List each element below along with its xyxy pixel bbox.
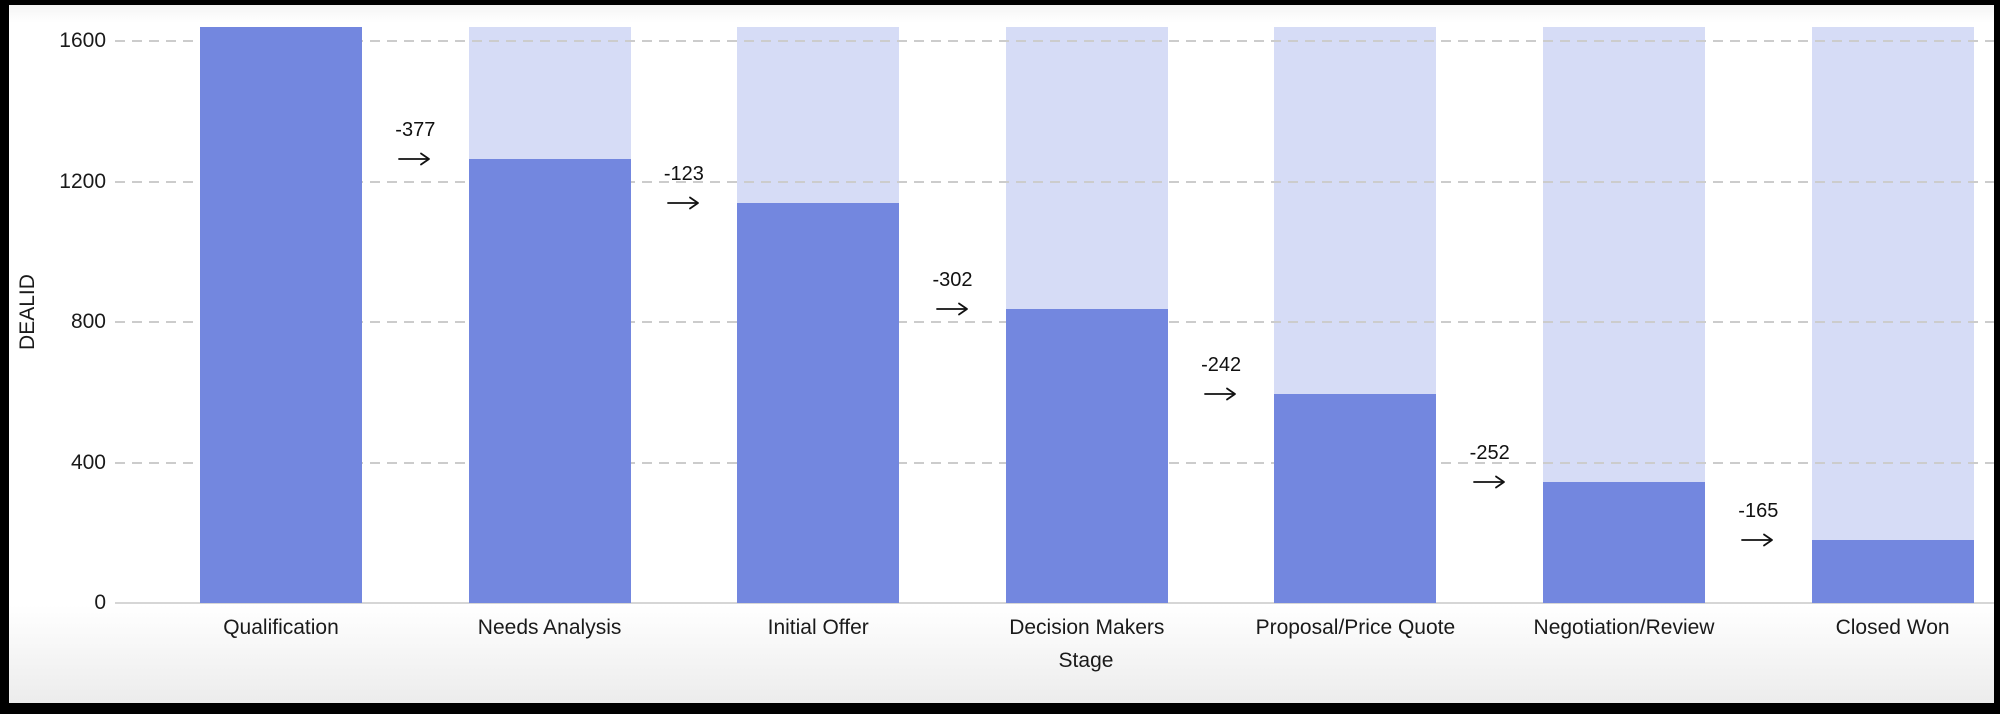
right-arrow-icon [935, 302, 968, 316]
y-tick-label-1200: 1200 [59, 169, 106, 193]
x-category-label: Initial Offer [767, 616, 869, 639]
y-tick-label-1600: 1600 [59, 29, 106, 52]
gridline-y-1600 [115, 40, 1994, 42]
right-arrow-icon [666, 196, 699, 209]
x-category-label: Decision Makers [1009, 616, 1165, 639]
x-axis-baseline [115, 602, 1994, 604]
right-arrow-icon [1472, 475, 1505, 489]
drop-annotation-label: -123 [663, 162, 704, 185]
x-category-label: Needs Analysis [477, 616, 622, 639]
x-category-label: Closed Won [1835, 616, 1950, 639]
stage-bar [737, 202, 900, 603]
x-category-label: Negotiation/Review [1533, 616, 1715, 639]
x-category-label: Qualification [223, 616, 339, 639]
plot-area: 0 400 800 1200 1600 Qualification Needs Analys… [9, 5, 1994, 703]
right-arrow-icon [1204, 387, 1236, 401]
stage-bar [1543, 482, 1705, 603]
y-tick-label-800: 800 [70, 310, 106, 333]
total-ghost-bar [1811, 26, 1974, 603]
stage-bar [468, 159, 631, 603]
x-category-label: Proposal/Price Quote [1255, 616, 1456, 639]
x-axis-title: Stage [1058, 649, 1114, 672]
stage-bar [1005, 308, 1168, 603]
drop-annotation-label: -242 [1201, 353, 1242, 376]
y-tick-label-0: 0 [94, 591, 106, 614]
drop-annotation-label: -165 [1738, 500, 1779, 523]
stage-bar [1811, 540, 1974, 603]
drop-annotation-label: -302 [932, 268, 973, 291]
chart-canvas: DEALID 0 400 800 1200 1600 Qualification Needs… [9, 5, 1994, 703]
stage-bar [200, 26, 362, 603]
drop-annotation-label: -377 [395, 119, 436, 142]
drop-annotation-label: -252 [1469, 442, 1510, 465]
right-arrow-icon [398, 152, 431, 166]
gridline-y-1200 [115, 180, 1994, 183]
y-tick-label-400: 400 [70, 450, 106, 474]
stage-bar [1274, 393, 1437, 603]
right-arrow-icon [1741, 533, 1774, 547]
